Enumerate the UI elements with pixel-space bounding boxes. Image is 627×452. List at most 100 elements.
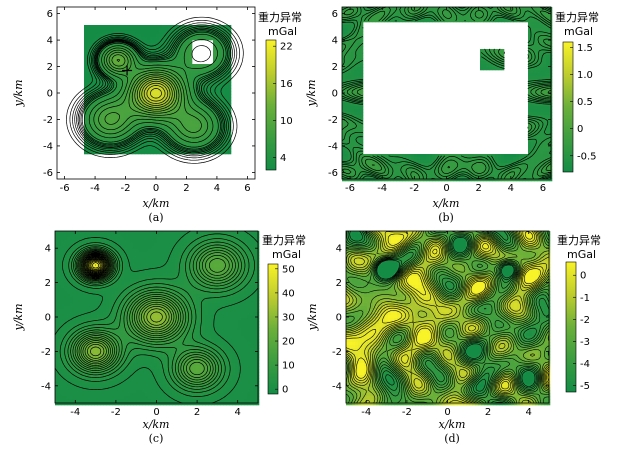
heat-cell bbox=[156, 25, 160, 29]
heat-cell bbox=[156, 61, 160, 65]
heat-cell bbox=[180, 130, 184, 134]
heat-cell bbox=[153, 151, 157, 155]
heat-cell bbox=[189, 103, 193, 107]
heat-cell bbox=[522, 7, 526, 11]
heat-cell bbox=[138, 79, 142, 83]
heat-cell bbox=[172, 255, 176, 259]
heat-cell bbox=[123, 112, 127, 116]
heat-cell bbox=[414, 7, 418, 11]
heat-cell bbox=[55, 243, 59, 247]
heat-cell bbox=[354, 76, 358, 80]
heat-cell bbox=[138, 103, 142, 107]
heat-cell bbox=[465, 163, 469, 167]
heat-cell bbox=[477, 163, 481, 167]
heat-cell bbox=[132, 70, 136, 74]
heat-cell bbox=[124, 234, 128, 238]
heat-cell bbox=[201, 64, 205, 68]
heat-cell bbox=[210, 151, 214, 155]
heat-cell bbox=[165, 118, 169, 122]
heat-cell bbox=[163, 237, 167, 241]
heat-cell bbox=[180, 115, 184, 119]
heat-cell bbox=[423, 7, 427, 11]
heat-cell bbox=[195, 115, 199, 119]
heat-cell bbox=[126, 133, 130, 137]
x-tick-label: 0 bbox=[153, 183, 159, 194]
heat-cell bbox=[156, 127, 160, 131]
heat-cell bbox=[165, 73, 169, 77]
heat-cell bbox=[141, 79, 145, 83]
heat-cell bbox=[537, 157, 541, 161]
heat-cell bbox=[429, 7, 433, 11]
heat-cell bbox=[84, 40, 88, 44]
heat-cell bbox=[222, 148, 226, 152]
heat-cell bbox=[537, 139, 541, 143]
heat-cell bbox=[132, 49, 136, 53]
heat-cell bbox=[126, 121, 130, 125]
heat-cell bbox=[87, 82, 91, 86]
heat-cell bbox=[498, 7, 502, 11]
heat-cell bbox=[126, 52, 130, 56]
heat-cell bbox=[214, 234, 218, 238]
heat-cell bbox=[534, 76, 538, 80]
heat-cell bbox=[96, 118, 100, 122]
heat-cell bbox=[123, 67, 127, 71]
heat-cell bbox=[111, 145, 115, 149]
heat-cell bbox=[114, 106, 118, 110]
heat-cell bbox=[136, 258, 140, 262]
heat-cell bbox=[360, 124, 364, 128]
heat-cell bbox=[133, 246, 137, 250]
heat-cell bbox=[153, 79, 157, 83]
heat-cell bbox=[120, 58, 124, 62]
heat-cell bbox=[84, 103, 88, 107]
heat-cell bbox=[111, 88, 115, 92]
heat-cell bbox=[213, 49, 217, 53]
heat-cell bbox=[165, 97, 169, 101]
heat-cell bbox=[162, 43, 166, 47]
heat-cell bbox=[201, 121, 205, 125]
heat-cell bbox=[99, 115, 103, 119]
heat-cell bbox=[184, 237, 188, 241]
heat-cell bbox=[171, 25, 175, 29]
heat-cell bbox=[513, 7, 517, 11]
heat-cell bbox=[117, 103, 121, 107]
heat-cell bbox=[84, 67, 88, 71]
heat-cell bbox=[534, 73, 538, 77]
heat-cell bbox=[127, 234, 131, 238]
heat-cell bbox=[123, 124, 127, 128]
heat-cell bbox=[84, 76, 88, 80]
heat-cell bbox=[165, 151, 169, 155]
heat-cell bbox=[90, 28, 94, 32]
heat-cell bbox=[351, 148, 355, 152]
heat-cell bbox=[169, 234, 173, 238]
heat-cell bbox=[225, 28, 229, 32]
heat-cell bbox=[387, 178, 391, 182]
heat-cell bbox=[150, 64, 154, 68]
heat-cell bbox=[166, 246, 170, 250]
heat-cell bbox=[138, 37, 142, 41]
heat-cell bbox=[117, 58, 121, 62]
heat-cell bbox=[228, 130, 232, 134]
heat-cell bbox=[130, 255, 134, 259]
heat-cell bbox=[196, 234, 200, 238]
heat-cell bbox=[93, 43, 97, 47]
heat-cell bbox=[165, 31, 169, 35]
heat-cell bbox=[534, 22, 538, 26]
heat-cell bbox=[180, 142, 184, 146]
heat-cell bbox=[351, 55, 355, 59]
heat-cell bbox=[186, 112, 190, 116]
heat-cell bbox=[342, 58, 346, 62]
heat-cell bbox=[123, 115, 127, 119]
heat-cell bbox=[135, 121, 139, 125]
heat-cell bbox=[546, 139, 550, 143]
heat-cell bbox=[225, 76, 229, 80]
heat-cell bbox=[477, 166, 481, 170]
colorbar-unit-b: mGal bbox=[564, 25, 593, 38]
heat-cell bbox=[183, 43, 187, 47]
heat-cell bbox=[153, 58, 157, 62]
heat-cell bbox=[489, 10, 493, 14]
colorbar-a bbox=[265, 39, 277, 171]
heat-cell bbox=[169, 267, 173, 271]
heat-cell bbox=[216, 37, 220, 41]
heat-cell bbox=[201, 115, 205, 119]
heat-cell bbox=[160, 270, 164, 274]
